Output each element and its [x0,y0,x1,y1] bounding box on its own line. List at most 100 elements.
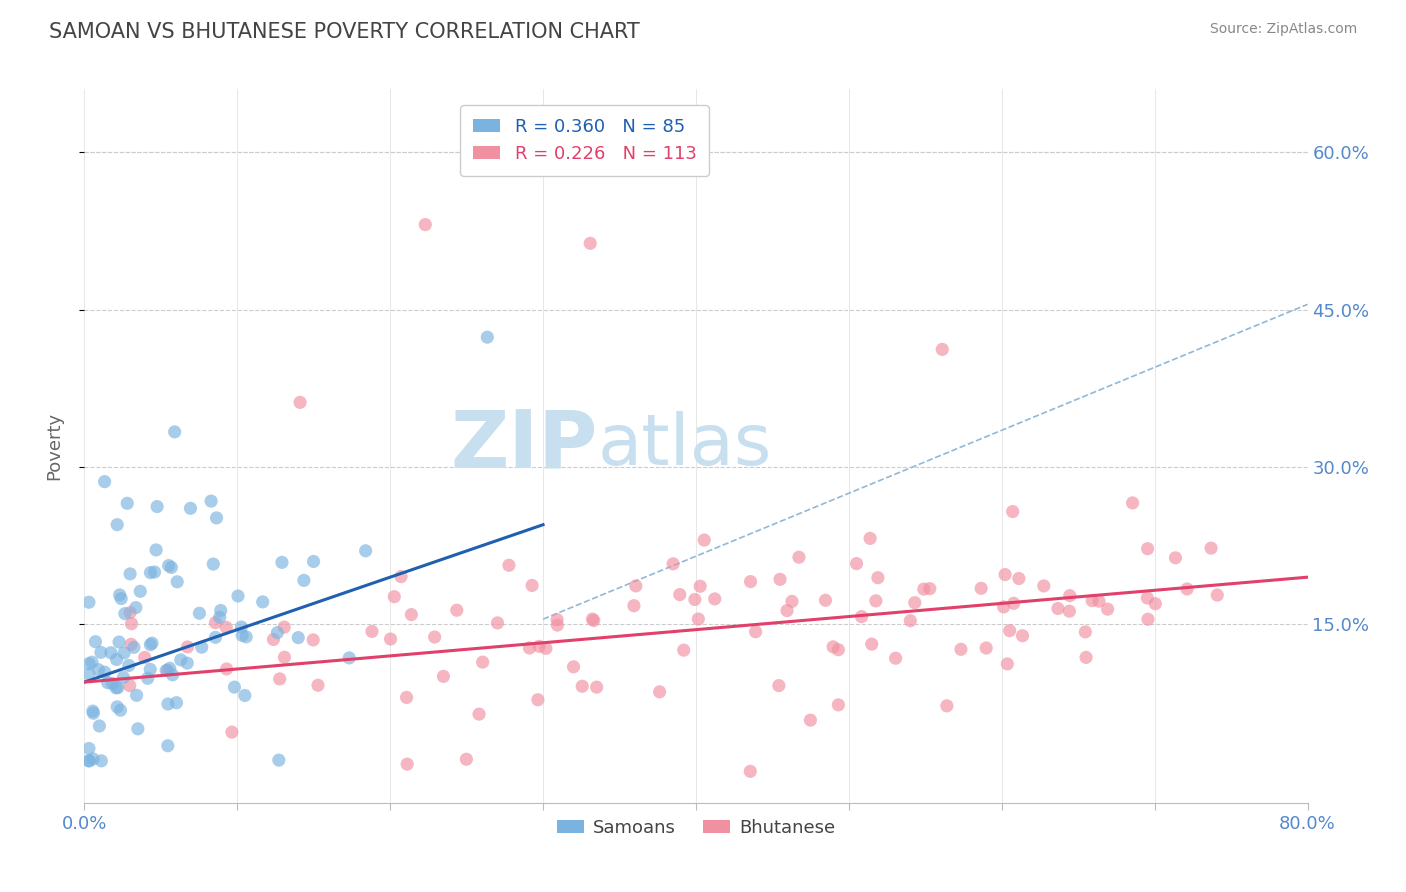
Point [585,680,607,694]
Point [904,596,927,610]
Point [337,651,360,665]
Point [354,543,377,558]
Point [93,665,115,680]
Point [204,631,226,645]
Point [898,614,921,628]
Point [623,599,645,613]
Point [215,620,238,634]
Point [1164,550,1187,565]
Point [693,533,716,547]
Point [84,634,107,648]
Point [82,752,104,766]
Point [787,550,810,565]
Point [546,618,568,632]
Point [136,671,159,685]
Point [163,425,186,439]
Point [380,632,402,646]
Point [90,645,112,659]
Point [1032,579,1054,593]
Point [520,578,543,592]
Point [1175,582,1198,596]
Point [995,657,1018,671]
Point [215,662,238,676]
Point [396,757,419,772]
Point [688,612,710,626]
Point [105,517,128,532]
Point [200,494,222,508]
Point [1122,496,1144,510]
Point [205,511,228,525]
Point [581,612,603,626]
Point [231,620,253,634]
Point [110,591,132,606]
Point [179,501,201,516]
Point [190,640,212,655]
Point [209,603,232,617]
Point [993,599,1015,614]
Point [769,572,792,586]
Point [860,637,883,651]
Point [208,610,231,624]
Point [176,656,198,670]
Point [105,699,128,714]
Point [446,603,468,617]
Point [703,591,725,606]
Point [389,569,412,583]
Point [108,635,131,649]
Point [121,616,143,631]
Point [127,722,149,736]
Point [233,689,256,703]
Legend: Samoans, Bhutanese: Samoans, Bhutanese [550,812,842,844]
Point [884,651,907,665]
Point [1074,650,1097,665]
Point [970,582,993,596]
Point [267,753,290,767]
Point [120,606,142,620]
Point [1136,591,1159,605]
Point [188,606,211,620]
Point [292,574,315,588]
Point [799,713,821,727]
Point [768,679,790,693]
Point [139,638,162,652]
Point [534,641,557,656]
Point [949,642,972,657]
Point [851,609,873,624]
Point [498,558,520,573]
Point [998,624,1021,638]
Text: atlas: atlas [598,411,772,481]
Point [866,571,889,585]
Point [395,690,418,705]
Point [413,218,436,232]
Point [935,698,957,713]
Point [166,574,188,589]
Point [662,557,685,571]
Point [77,657,100,671]
Point [82,704,104,718]
Point [118,679,141,693]
Point [1136,612,1159,626]
Point [361,624,384,639]
Point [273,620,295,634]
Point [477,330,499,344]
Point [468,707,491,722]
Point [112,670,135,684]
Point [105,681,128,695]
Point [120,566,142,581]
Point [93,475,115,489]
Text: ZIP: ZIP [451,407,598,485]
Point [273,650,295,665]
Text: Source: ZipAtlas.com: Source: ZipAtlas.com [1209,22,1357,37]
Point [740,574,762,589]
Point [744,624,766,639]
Point [865,594,887,608]
Point [97,675,120,690]
Point [100,646,122,660]
Point [814,593,837,607]
Point [827,642,849,657]
Point [432,669,454,683]
Point [1136,541,1159,556]
Point [77,754,100,768]
Text: SAMOAN VS BHUTANESE POVERTY CORRELATION CHART: SAMOAN VS BHUTANESE POVERTY CORRELATION … [49,22,640,42]
Point [456,752,478,766]
